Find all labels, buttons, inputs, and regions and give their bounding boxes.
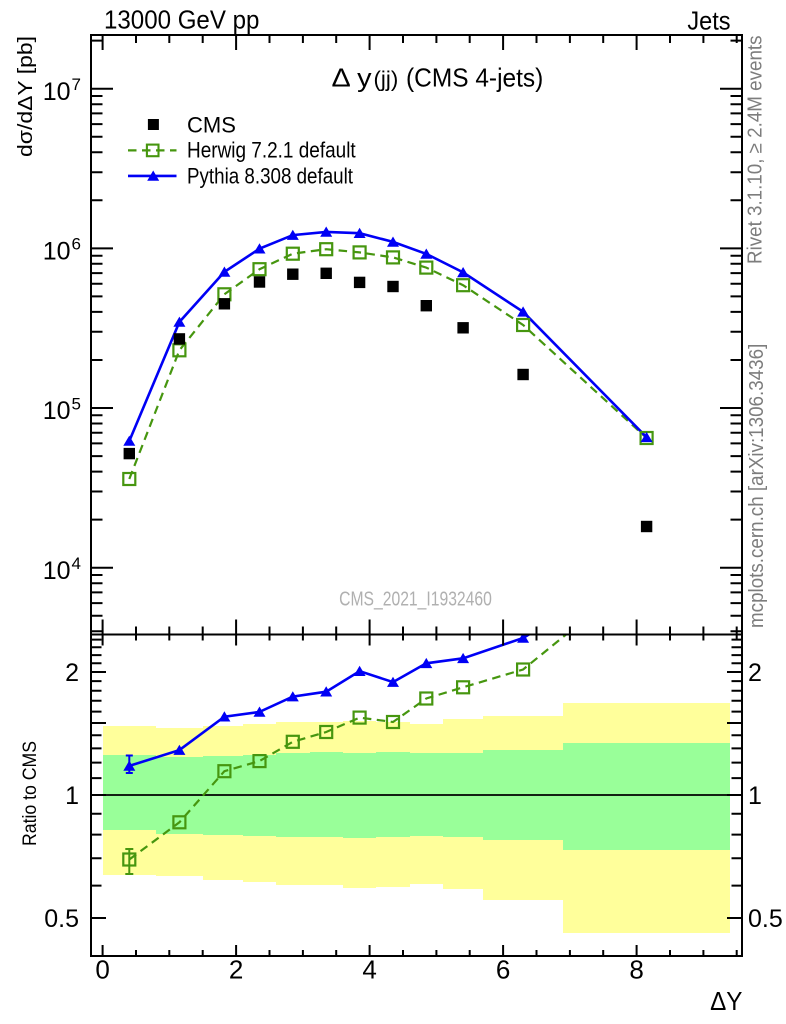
svg-text:13000 GeV pp: 13000 GeV pp [104,5,259,35]
svg-text:0.5: 0.5 [748,905,783,933]
svg-text:4: 4 [362,955,376,985]
svg-text:Herwig 7.2.1 default: Herwig 7.2.1 default [187,138,356,163]
svg-text:8: 8 [629,955,643,985]
svg-text:Pythia 8.308 default: Pythia 8.308 default [187,164,353,189]
svg-text:mcplots.cern.ch [arXiv:1306.34: mcplots.cern.ch [arXiv:1306.3436] [746,344,768,628]
svg-text:dσ/dΔY [pb]: dσ/dΔY [pb] [15,36,37,157]
svg-text:10: 10 [43,238,71,266]
svg-text:Jets: Jets [687,5,730,35]
svg-text:6: 6 [496,955,510,985]
svg-text:Rivet 3.1.10, ≥ 2.4M events: Rivet 3.1.10, ≥ 2.4M events [745,36,767,265]
svg-text:CMS_2021_I1932460: CMS_2021_I1932460 [339,588,492,610]
svg-text:1: 1 [65,782,79,810]
svg-text:10: 10 [43,557,71,585]
svg-text:7: 7 [72,75,81,94]
svg-text:2: 2 [748,659,762,687]
svg-text:CMS: CMS [187,112,236,137]
svg-text:ΔY: ΔY [710,986,742,1016]
svg-text:5: 5 [72,394,81,413]
svg-text:10: 10 [43,397,71,425]
svg-text:2: 2 [229,955,243,985]
svg-text:0.5: 0.5 [44,905,79,933]
svg-text:2: 2 [65,659,79,687]
svg-text:1: 1 [748,782,762,810]
svg-text:(CMS 4-jets): (CMS 4-jets) [406,62,543,92]
svg-text:Ratio to CMS: Ratio to CMS [20,741,41,846]
svg-text:0: 0 [95,955,109,985]
svg-text:Δ y: Δ y [332,62,372,92]
svg-text:10: 10 [43,78,71,106]
svg-text:6: 6 [72,235,81,254]
svg-text:4: 4 [72,554,81,573]
svg-text:(jj): (jj) [374,66,399,91]
